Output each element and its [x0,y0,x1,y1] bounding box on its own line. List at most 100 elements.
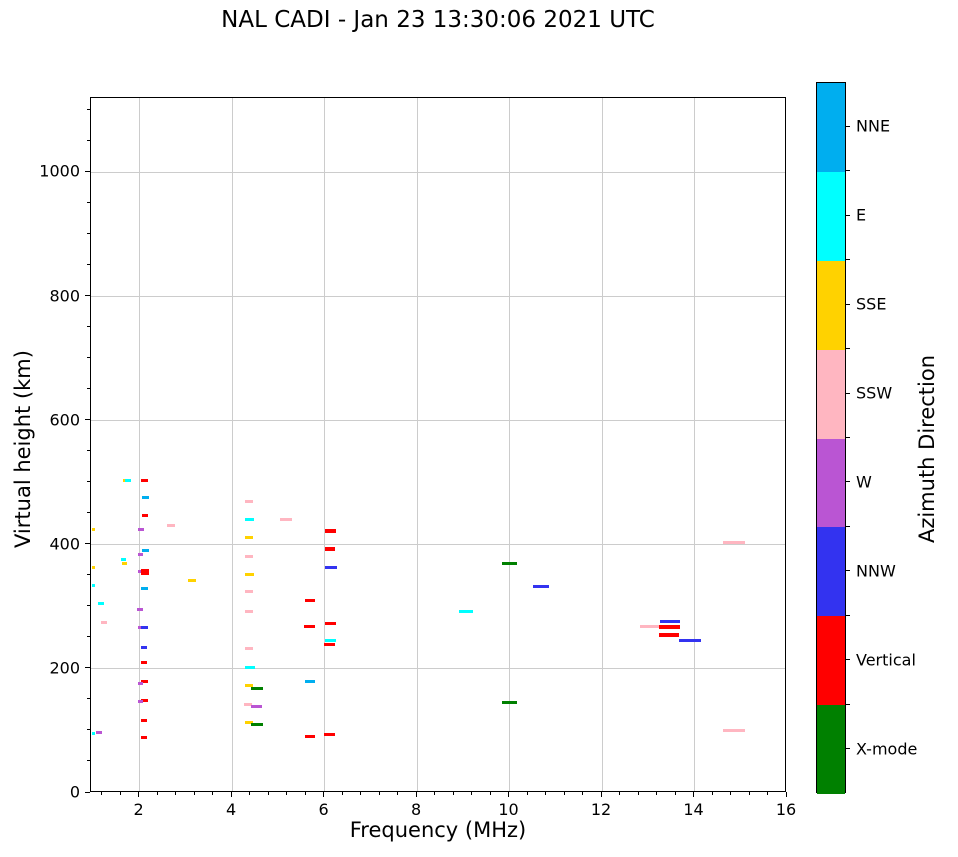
x-minor-tick [711,792,713,795]
colorbar-center-tick [846,481,850,483]
x-minor-tick [397,792,399,795]
data-point-e [244,665,256,669]
data-point-vertical [659,625,680,630]
x-major-tick [138,792,140,797]
colorbar-center-tick [846,659,850,661]
data-point-ssw [723,541,746,545]
colorbar-swatch-e [817,171,845,261]
data-point-ssw [280,518,292,522]
data-point-w [137,569,144,573]
data-point-e [244,517,254,521]
colorbar-category-label: X-mode [856,739,918,759]
y-tick-label: 1000 [39,161,80,181]
x-minor-tick [563,792,565,795]
colorbar-swatch-nne [817,83,845,172]
data-point-nnw [659,620,681,624]
y-minor-tick [87,729,90,731]
x-minor-tick [119,792,121,795]
colorbar-boundary-tick [846,259,850,261]
x-minor-tick [249,792,251,795]
data-point-w [137,682,144,686]
colorbar-center-tick [846,214,850,216]
x-minor-tick [286,792,288,795]
colorbar-swatch-vertical [817,616,845,706]
colorbar-category-label: NNW [856,561,896,581]
y-minor-tick [87,605,90,607]
x-minor-tick [212,792,214,795]
colorbar-center-tick [846,570,850,572]
data-point-vertical [141,479,149,483]
data-point-w [95,731,102,735]
data-point-vertical [140,699,148,703]
y-minor-tick [87,326,90,328]
y-minor-tick [87,760,90,762]
data-point-vertical [140,680,148,684]
data-point-nne [141,587,149,591]
y-major-tick [85,170,90,172]
data-point-vertical [304,735,315,739]
colorbar-swatch-nnw [817,527,845,617]
data-point-ssw [244,646,253,650]
data-point-sse [244,720,253,724]
x-minor-tick [267,792,269,795]
x-minor-tick [619,792,620,795]
data-point-ssw [244,610,253,614]
data-point-nnw [532,584,550,588]
x-minor-tick [526,792,528,795]
colorbar-boundary-tick [846,348,850,350]
data-point-w [137,608,144,612]
y-minor-tick [87,481,90,483]
data-point-w [138,626,143,630]
x-minor-tick [730,792,731,795]
gridline-x [139,98,141,791]
y-tick-label: 200 [49,658,80,678]
x-minor-tick [378,792,380,795]
gridline-x [694,98,695,791]
colorbar-center-tick [846,303,850,305]
colorbar-category-label: W [856,472,872,492]
gridline-y [91,420,785,422]
x-minor-tick [674,792,676,795]
x-minor-tick [434,792,436,795]
data-point-vertical [324,547,335,552]
data-point-w [138,528,145,532]
data-point-e [121,557,126,561]
colorbar-boundary-tick [846,614,850,616]
y-major-tick [85,791,90,793]
colorbar-center-tick [846,125,850,127]
x-minor-tick [656,792,657,795]
data-point-nne [304,679,315,683]
gridline-y [91,668,785,670]
x-minor-tick [360,792,362,795]
data-point-sse [188,578,197,582]
data-point-w [137,552,144,556]
data-point-nne [142,496,150,500]
y-minor-tick [87,201,90,203]
data-point-ssw [244,590,253,594]
gridline-y [91,296,785,298]
gridline-x [509,98,511,791]
y-tick-label: 400 [49,534,80,554]
x-minor-tick [582,792,584,795]
colorbar-center-tick [846,392,850,394]
data-point-vertical [324,622,336,626]
x-tick-label: 12 [590,800,612,819]
y-major-tick [85,543,90,545]
data-point-vertical [324,529,336,534]
gridline-x [324,98,326,791]
x-tick-label: 2 [133,800,144,819]
colorbar [816,82,846,794]
y-minor-tick [87,139,90,141]
y-major-tick [85,667,90,669]
data-point-vertical [659,632,679,637]
x-tick-label: 4 [225,800,237,819]
colorbar-boundary-tick [846,170,850,172]
data-point-ssw [639,624,662,628]
data-point-vertical [141,513,148,517]
x-major-tick [785,792,787,797]
y-tick-label: 600 [49,410,80,430]
x-major-tick [600,792,602,797]
x-minor-tick [637,792,639,795]
colorbar-category-label: NNE [856,116,891,136]
